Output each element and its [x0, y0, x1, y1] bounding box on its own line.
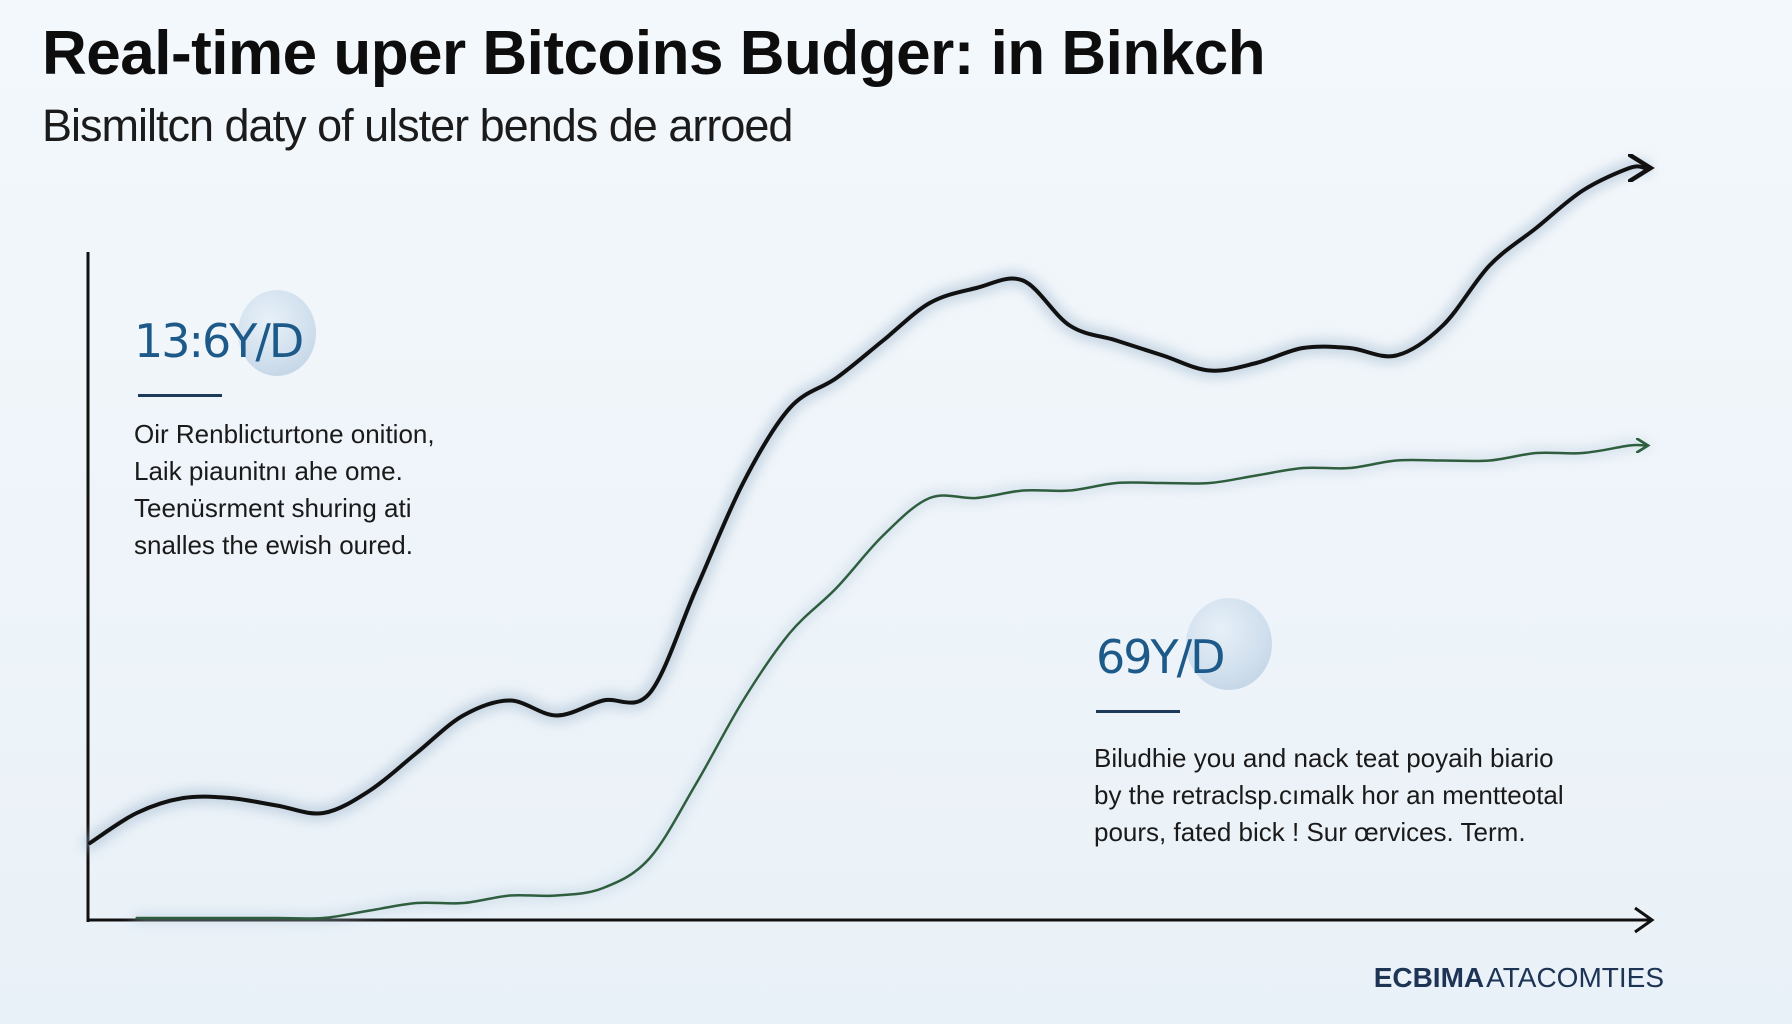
callout-2-line-1: Biludhie you and nack teat poyaih biario — [1094, 743, 1554, 773]
chart-subtitle: Bismiltcn daty of ulster bends de arroed — [42, 100, 793, 151]
footer-brand: ECBIMAATACOMTIES — [1374, 962, 1664, 994]
callout-2-text: Biludhie you and nack teat poyaih biario… — [1094, 740, 1564, 851]
callout-2-bubble-icon — [1186, 598, 1272, 690]
callout-1-line-4: snalles the ewish oured. — [134, 530, 413, 560]
footer-brand-rest: ATACOMTIES — [1486, 962, 1664, 993]
footer-brand-bold: ECBIMA — [1373, 962, 1485, 993]
series-secondary-line — [135, 445, 1645, 920]
series-bitcoin-line — [88, 166, 1645, 845]
x-axis-arrow-icon — [1634, 906, 1655, 934]
callout-2-rule — [1096, 710, 1180, 713]
callout-1-bubble-icon — [238, 290, 316, 376]
callout-1-text: Oir Renblicturtone onition, Laik piaunit… — [134, 416, 435, 564]
callout-2-line-2: by the retraclsp.cımalk hor an mentteota… — [1094, 780, 1564, 810]
callout-1-rule — [138, 394, 222, 397]
callout-1-value: 13:6Y/D — [134, 314, 304, 368]
callout-1-line-2: Laik piaunitnı ahe ome. — [134, 456, 403, 486]
callout-2-line-3: pours, fated bick ! Sur œrvices. Term. — [1094, 817, 1526, 847]
callout-2-value: 69Y/D — [1096, 630, 1226, 684]
chart-title: Real-time uper Bitcoins Budger: in Binkc… — [42, 19, 1266, 88]
callout-1-line-3: Teenüsrment shuring ati — [134, 493, 412, 523]
callout-1-line-1: Oir Renblicturtone onition, — [134, 419, 435, 449]
